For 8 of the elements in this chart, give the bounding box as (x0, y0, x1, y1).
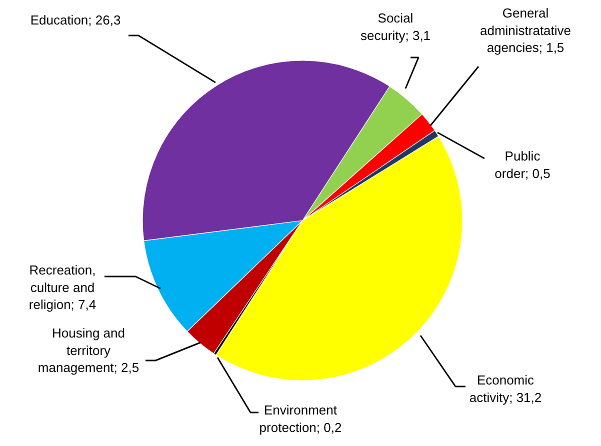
slice-label: Recreation, culture and religion; 7,4 (28, 262, 96, 312)
slice-label: Economic activity; 31,2 (469, 372, 542, 405)
slice-label: General administratative agencies; 1,5 (480, 6, 572, 55)
slice-label: Public order; 0,5 (494, 148, 550, 181)
slice-label: Housing and territory management; 2,5 (38, 326, 140, 375)
slice-label: Education; 26,3 (30, 12, 121, 28)
slice-label: Social security; 3,1 (360, 10, 431, 43)
slice-label: Environment protection; 0,2 (259, 402, 342, 435)
